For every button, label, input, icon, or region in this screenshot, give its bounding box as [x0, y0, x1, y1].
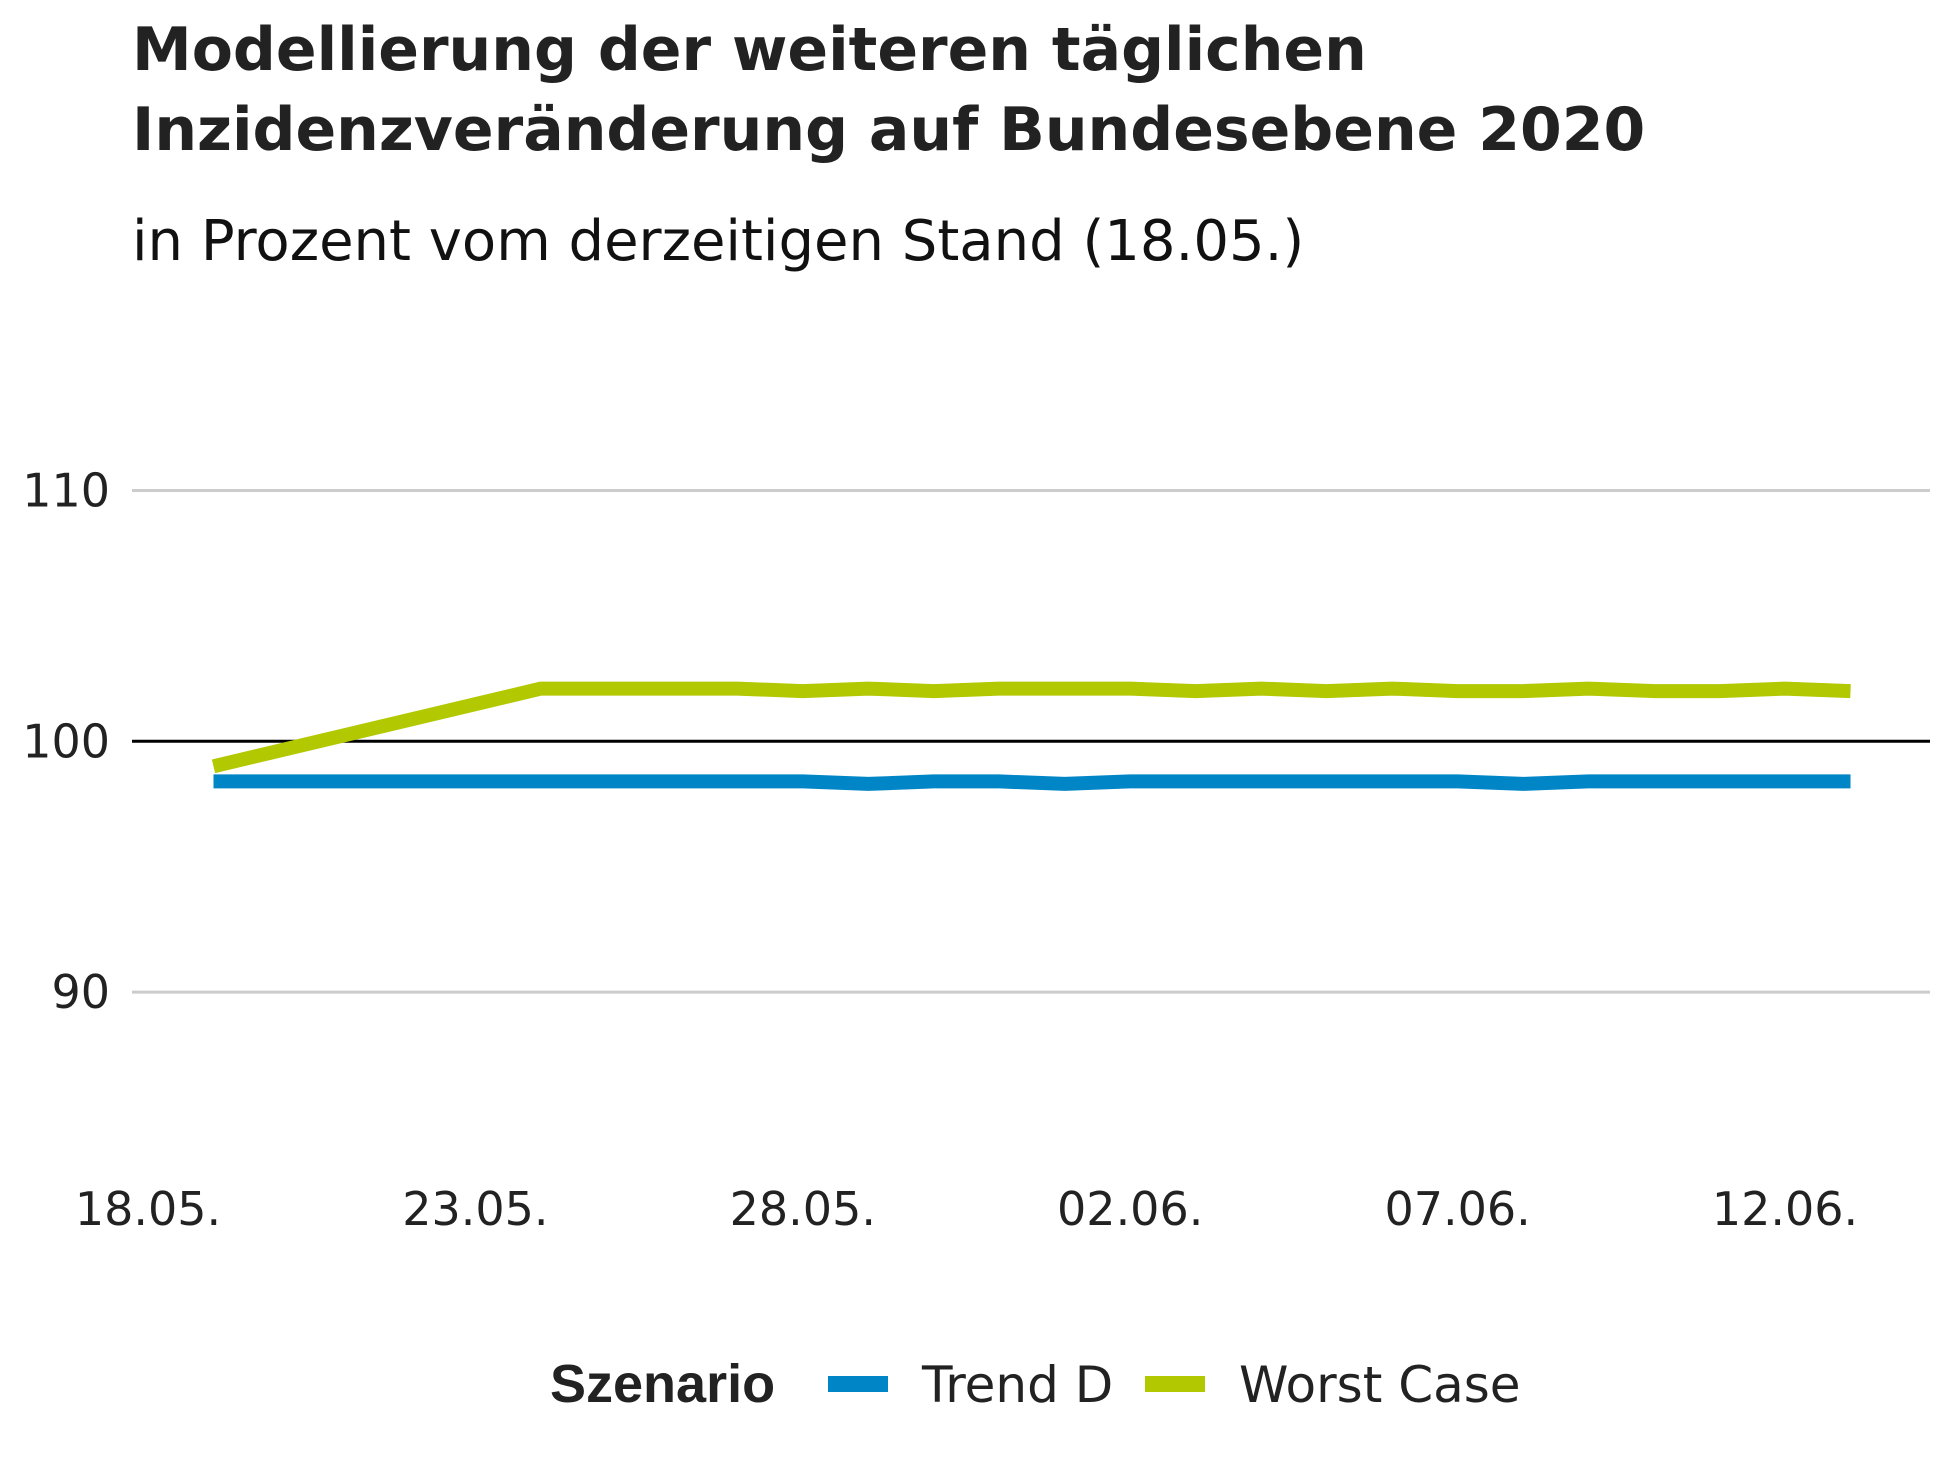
y-tick-label-100: 100	[22, 714, 110, 768]
legend-swatch-worst-case	[1145, 1376, 1205, 1392]
series-line-trend-d	[213, 774, 1851, 791]
legend-swatch-trend-d	[828, 1376, 888, 1392]
legend-items: Trend D Worst Case	[828, 1356, 1521, 1414]
x-tick-label-18.05.: 18.05.	[75, 1182, 221, 1236]
x-tick-label-02.06.: 02.06.	[1057, 1182, 1203, 1236]
chart-title-line-1: Modellierung der weiteren täglichen	[132, 15, 1367, 85]
y-tick-label-110: 110	[22, 463, 110, 517]
x-tick-label-07.06.: 07.06.	[1384, 1182, 1530, 1236]
chart-subtitle: in Prozent vom derzeitigen Stand (18.05.…	[132, 209, 1304, 274]
legend-title: Szenario	[550, 1354, 775, 1414]
y-axis-tick-labels: 90 100 110	[22, 463, 110, 1019]
y-tick-label-90: 90	[51, 965, 110, 1019]
legend: Szenario Trend D Worst Case	[550, 1354, 1521, 1414]
series-lines	[211, 681, 1851, 791]
x-axis-tick-labels: 18.05. 23.05. 28.05. 02.06. 07.06. 12.06.	[75, 1182, 1858, 1236]
legend-label-worst-case: Worst Case	[1239, 1356, 1521, 1414]
x-tick-label-12.06.: 12.06.	[1712, 1182, 1858, 1236]
series-line-worst-case	[211, 681, 1851, 774]
legend-label-trend-d: Trend D	[921, 1356, 1113, 1414]
y-gridlines	[132, 488, 1930, 994]
x-tick-label-28.05.: 28.05.	[730, 1182, 876, 1236]
x-tick-label-23.05.: 23.05.	[402, 1182, 548, 1236]
chart-title-line-2: Inzidenzveränderung auf Bundesebene 2020	[132, 95, 1645, 165]
